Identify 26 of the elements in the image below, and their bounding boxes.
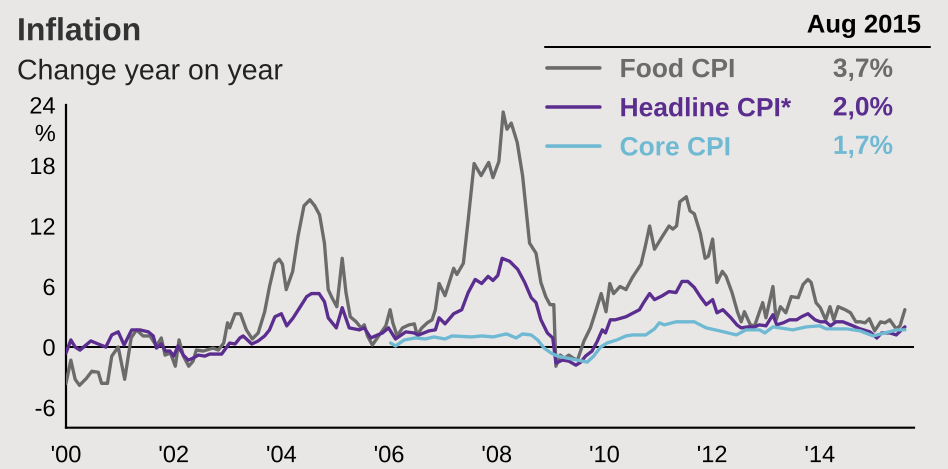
x-tick-label: '00 [52, 446, 80, 462]
chart-title: Inflation [19, 17, 140, 41]
y-tick-label: 6 [44, 278, 55, 296]
line-series [388, 320, 907, 364]
y-axis-title: % [36, 124, 55, 142]
legend-label: Food CPI [621, 58, 734, 78]
y-tick-label: 24 [30, 97, 55, 114]
legend-label: Headline CPI* [621, 97, 792, 116]
y-tick-label: 18 [31, 158, 55, 174]
legend-title: Aug 2015 [807, 14, 920, 38]
line-series [66, 256, 907, 367]
x-tick-label: '14 [806, 446, 834, 462]
x-tick-label: '12 [698, 446, 726, 462]
x-tick-label: '08 [482, 446, 512, 462]
text: 3,7% [833, 58, 892, 81]
legend-label: Core CPI [620, 136, 730, 156]
y-tick-label: 0 [43, 339, 55, 356]
x-tick-label: '04 [267, 446, 296, 462]
chart-subtitle: Change year on year [18, 58, 282, 86]
y-tick-label: -6 [36, 400, 55, 416]
annotation: 1,7% [834, 135, 892, 158]
x-tick-label: '02 [159, 446, 188, 462]
annotation: 2,0% [834, 96, 892, 120]
x-tick-label: '10 [590, 446, 619, 462]
y-tick-label: 12 [31, 218, 54, 235]
x-tick-label: '06 [374, 446, 404, 462]
